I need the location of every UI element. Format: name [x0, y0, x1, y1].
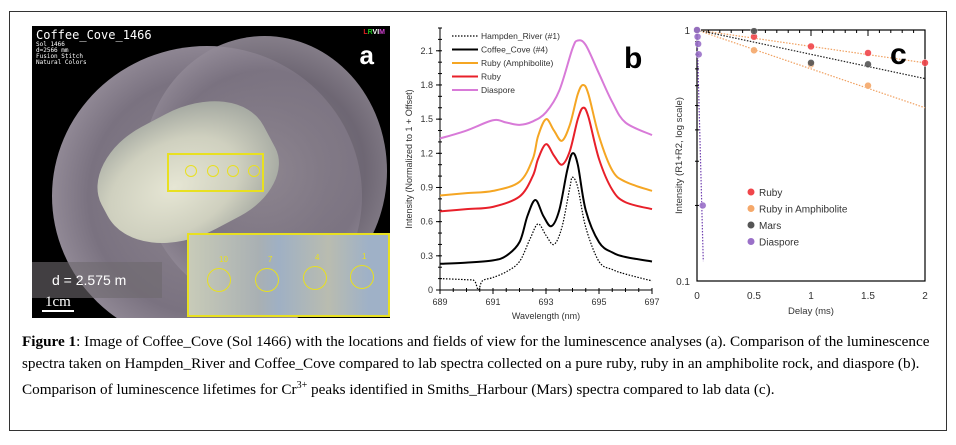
y-tick-label: 0.9	[420, 182, 433, 192]
y-axis-label: Intensity (Normalized to 1 + Offset)	[404, 89, 414, 228]
lrvim-letter: M	[379, 29, 385, 36]
spot-circle	[207, 268, 231, 292]
x-tick-label: 691	[485, 297, 500, 307]
x-axis-label: Wavelength (nm)	[512, 311, 580, 321]
series-line-coffee-cove-4-	[439, 152, 653, 265]
lrvim-letter: R	[367, 29, 373, 36]
image-title: Coffee_Cove_1466	[36, 28, 152, 42]
series-line-ruby-amphibolite-	[439, 83, 653, 197]
data-point	[864, 81, 872, 90]
spot-label: 10	[219, 255, 228, 264]
spot-circle	[185, 165, 197, 177]
spot-label: 1	[362, 252, 367, 261]
spot-circle	[255, 268, 279, 292]
y-tick-label: 0.3	[420, 251, 433, 261]
caption-label: Figure 1	[22, 333, 77, 350]
lrvim-indicator: LRVIM	[363, 29, 385, 36]
caption-text: : Image of Coffee_Cove (Sol 1466) with t…	[22, 333, 930, 399]
caption-superscript: 3+	[296, 380, 308, 391]
spot-circle	[207, 165, 219, 177]
x-tick-label: 0.5	[747, 291, 761, 302]
data-point	[693, 32, 702, 41]
zoom-inset: 10 7 4 1	[187, 233, 390, 317]
data-point	[693, 26, 701, 34]
figure-caption: Figure 1: Image of Coffee_Cove (Sol 1466…	[22, 331, 937, 401]
data-point	[750, 27, 758, 35]
y-tick-label: 1	[684, 26, 690, 37]
spot-circle	[350, 265, 374, 289]
y-tick-label: 1.8	[420, 80, 433, 90]
legend-marker	[747, 188, 755, 196]
lrvim-letter: V	[372, 29, 378, 36]
caption-text-end: peaks identified in Smiths_Harbour (Mars…	[307, 381, 775, 399]
y-tick-label: 1.5	[420, 114, 433, 124]
y-tick-label: 2.1	[420, 46, 433, 56]
legend-marker	[747, 238, 755, 245]
y-tick-label: 0.1	[676, 277, 690, 288]
data-point	[921, 59, 929, 67]
spot-circle	[248, 165, 260, 177]
data-point	[694, 50, 703, 59]
legend-label: Ruby	[759, 188, 782, 199]
series-line-diaspore	[439, 39, 653, 140]
y-tick-label: 0	[428, 285, 433, 295]
panel-b-spectra-chart: 0 0.3 0.6 0.9 1.2 1.5 1.8 2.1 689 691 693 695 697 Wav…	[404, 27, 660, 321]
spot-circle	[227, 165, 239, 177]
legend-label: Ruby	[481, 72, 502, 82]
x-tick-label: 2	[922, 291, 928, 302]
x-tick-label: 1	[808, 291, 814, 302]
legend-marker	[747, 205, 755, 212]
y-tick-label: 1.2	[420, 148, 433, 158]
trendline	[696, 29, 704, 262]
x-tick-label: 1.5	[861, 291, 875, 302]
panel-b-label: b	[624, 42, 642, 75]
x-tick-label: 693	[538, 297, 553, 307]
scale-bar: 1cm	[42, 294, 74, 312]
data-point	[864, 49, 872, 57]
lrvim-letter: L	[363, 29, 368, 36]
y-tick-label: 0.6	[420, 217, 433, 227]
x-tick-label: 697	[644, 297, 659, 307]
x-tick-label: 689	[432, 297, 447, 307]
legend-label: Diaspore	[759, 238, 799, 249]
legend-marker	[747, 221, 755, 229]
legend-label: Ruby in Amphibolite	[759, 205, 848, 216]
legend-label: Mars	[759, 221, 781, 232]
panel-a-label: a	[359, 40, 374, 70]
legend-label: Ruby (Amphibolite)	[481, 58, 553, 68]
image-subtitle: Sol 1466 d=2566 mm Fusion Stitch Natural…	[36, 41, 87, 66]
x-axis-label: Delay (ms)	[788, 306, 834, 317]
series-line-ruby	[439, 106, 653, 213]
trendline	[696, 29, 926, 109]
legend-label: Hampden_River (#1)	[481, 31, 560, 41]
spot-label: 7	[268, 255, 273, 264]
x-tick-label: 695	[591, 297, 606, 307]
data-point	[864, 60, 872, 69]
panel-a-image: Coffee_Cove_1466 Sol 1466 d=2566 mm Fusi…	[32, 26, 390, 318]
legend-label: Diaspore	[481, 85, 515, 95]
legend-label: Coffee_Cove (#4)	[481, 45, 548, 55]
panel-c-lifetime-chart: 1 0.1 0 0.5 1 1.5 2 Delay (ms) Intensity (R1+R2,…	[674, 26, 929, 317]
series-line-hampden-river-1-	[439, 176, 653, 291]
x-tick-label: 0	[694, 291, 700, 302]
distance-label: d = 2.575 m	[32, 262, 162, 298]
y-axis-label: Intensity (R1+R2, log scale)	[674, 97, 685, 214]
data-point	[694, 40, 702, 48]
spot-circle	[303, 266, 327, 290]
figure-frame	[9, 11, 947, 431]
data-point	[807, 59, 815, 67]
panel-c-label: c	[890, 38, 907, 71]
lrvim-letter: I	[377, 29, 380, 36]
data-point	[807, 42, 815, 51]
zoom-region-box	[167, 153, 264, 192]
spot-label: 4	[315, 253, 320, 262]
data-point	[750, 46, 758, 55]
data-point	[698, 201, 707, 210]
